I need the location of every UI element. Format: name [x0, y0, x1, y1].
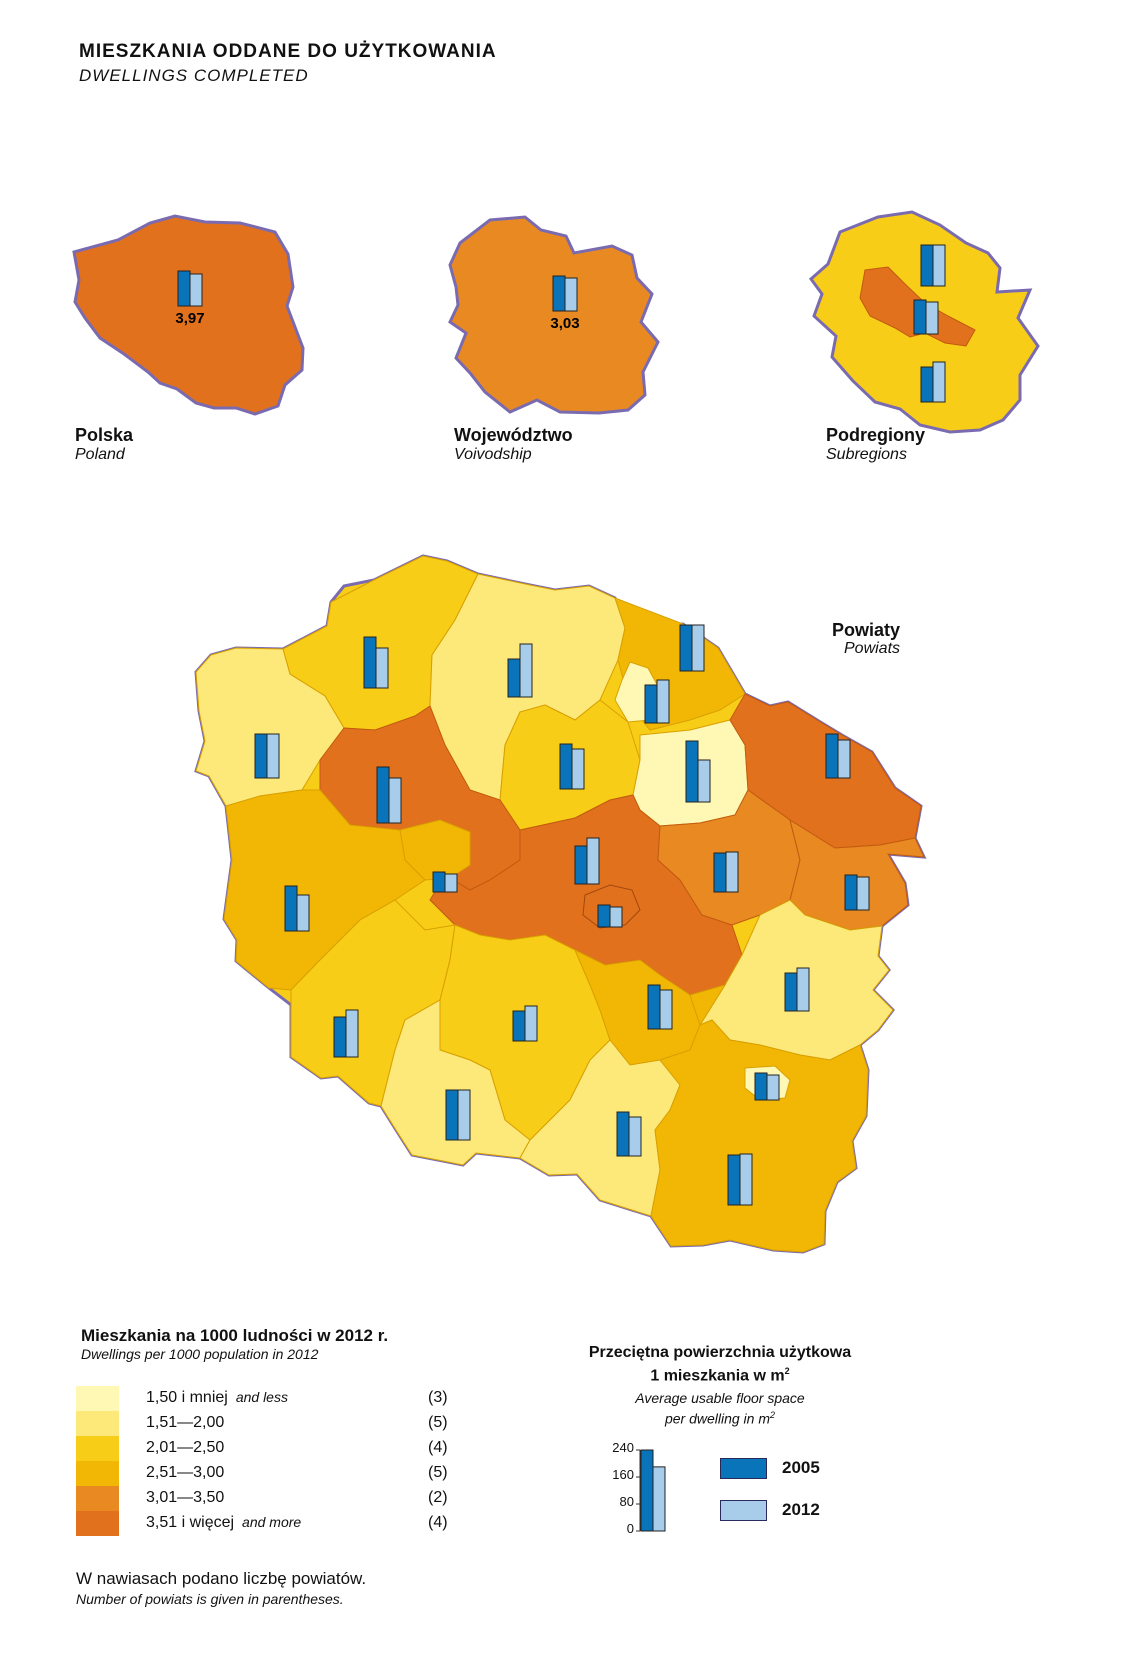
- legend-label: 1,50 i mniej: [146, 1389, 228, 1406]
- bar-group-far-east: [844, 874, 870, 911]
- legend-swatch: [76, 1386, 119, 1411]
- legend-swatch: [76, 1411, 119, 1436]
- legend-count: (5): [428, 1464, 448, 1481]
- bar-group-south-mid: [647, 984, 673, 1030]
- bar-group-west-central: [376, 766, 402, 824]
- bar-voivodship: [552, 275, 578, 312]
- key-swatch-2005: [720, 1458, 767, 1479]
- legend-row: 3,51 i więcej and more (4): [76, 1511, 456, 1536]
- value-poland: 3,97: [175, 310, 204, 327]
- bar-legend-title-sup: 2: [784, 1366, 790, 1376]
- legend-swatch: [76, 1461, 119, 1486]
- legend-count: (2): [428, 1489, 448, 1506]
- legend-note: and less: [235, 1389, 288, 1405]
- legend-count: (3): [428, 1389, 448, 1406]
- bar-group-south-central: [512, 1005, 538, 1042]
- footnote-en: Number of powiats is given in parenthese…: [76, 1591, 344, 1607]
- bar-legend-subtitle-2: per dwelling in m: [664, 1410, 771, 1427]
- bar-group-sw: [333, 1009, 359, 1058]
- bar-group-central-city: [597, 904, 623, 928]
- powiats-title: Powiaty: [832, 620, 901, 640]
- key-label-2012: 2012: [782, 1500, 820, 1519]
- voivodship-subtitle: Voivodship: [454, 446, 532, 463]
- bar-group-se: [727, 1153, 753, 1206]
- legend-count: (5): [428, 1414, 448, 1431]
- poland-title: Polska: [75, 425, 134, 445]
- mini-maps: 3,97 3,03: [72, 210, 1040, 434]
- scale-bar-2005: [640, 1449, 654, 1532]
- tick-label: 160: [612, 1467, 634, 1482]
- subregions-subtitle: Subregions: [826, 446, 907, 463]
- subregions-title: Podregiony: [826, 425, 926, 445]
- scale-bar-2012: [652, 1466, 666, 1532]
- bar-group-se-city: [754, 1072, 780, 1101]
- bar-group-ne-north: [679, 624, 705, 672]
- legend-count: (4): [428, 1439, 448, 1456]
- bar-subregion-central: [913, 299, 939, 335]
- legend-label: 2,51—3,00: [146, 1464, 225, 1481]
- bar-group-nw: [363, 636, 389, 689]
- tick-label: 80: [619, 1494, 634, 1509]
- legend-count: (4): [428, 1514, 448, 1531]
- bar-group-east-dark: [825, 733, 851, 779]
- bar-legend-subtitle-1: Average usable floor space: [635, 1390, 805, 1406]
- legend-row: 3,01—3,50 (2): [76, 1486, 456, 1511]
- key-label-2005: 2005: [782, 1458, 820, 1477]
- legend-subtitle: Dwellings per 1000 population in 2012: [81, 1346, 319, 1362]
- legend-title: Mieszkania na 1000 ludności w 2012 r.: [81, 1326, 389, 1345]
- footnote-pl: W nawiasach podano liczbę powiatów.: [76, 1569, 367, 1588]
- tick-label: 240: [612, 1440, 634, 1455]
- region-se: [650, 984, 869, 1253]
- bar-group-east-center: [713, 851, 739, 893]
- legend-row: 2,51—3,00 (5): [76, 1461, 456, 1486]
- legend-swatch: [76, 1511, 119, 1536]
- bar-group-central: [574, 837, 600, 885]
- legend-swatch: [76, 1486, 119, 1511]
- poland-subtitle: Poland: [75, 446, 125, 463]
- bar-subregion-south: [920, 361, 946, 403]
- bar-poland: [177, 270, 203, 307]
- page-subtitle: DWELLINGS COMPLETED: [79, 66, 309, 85]
- voivodship-title: Województwo: [454, 425, 573, 445]
- legend-row: 2,01—2,50 (4): [76, 1436, 456, 1461]
- legend-row: 1,51—2,00 (5): [76, 1411, 456, 1436]
- bar-group-north-city: [644, 679, 670, 724]
- bar-group-sw-light: [445, 1089, 471, 1141]
- legend-label: 2,01—2,50: [146, 1439, 225, 1456]
- bar-legend-scale: [636, 1449, 666, 1532]
- bar-group-center-north: [559, 743, 585, 790]
- powiat-map: [194, 554, 927, 1254]
- region-sw-light: [380, 999, 531, 1166]
- legend-swatch: [76, 1436, 119, 1461]
- bar-subregion-north: [920, 244, 946, 287]
- page-title: MIESZKANIA ODDANE DO UŻYTKOWANIA: [79, 41, 497, 62]
- legend-label: 1,51—2,00: [146, 1414, 225, 1431]
- powiats-subtitle: Powiats: [844, 640, 901, 657]
- bar-legend-title-1: Przeciętna powierzchnia użytkowa: [588, 1344, 852, 1361]
- voivodship-shape: [448, 215, 660, 415]
- tick-label: 0: [626, 1521, 634, 1536]
- legend-row: 1,50 i mniej and less (3): [76, 1386, 456, 1411]
- bar-group-west: [254, 733, 280, 779]
- bar-group-se-light: [784, 967, 810, 1012]
- bar-group-west-south: [284, 885, 310, 932]
- legend-label: 3,01—3,50: [146, 1489, 225, 1506]
- value-voivodship: 3,03: [550, 315, 579, 332]
- bar-group-west-pocket: [432, 871, 458, 893]
- poland-shape: [72, 214, 305, 416]
- bar-group-north-central: [507, 643, 533, 698]
- legend-label: 3,51 i więcej: [146, 1514, 235, 1531]
- key-swatch-2012: [720, 1500, 767, 1521]
- bar-group-city-pale: [685, 740, 711, 803]
- bar-legend-title-2: 1 mieszkania w m: [650, 1367, 785, 1385]
- bar-group-south-light: [616, 1111, 642, 1157]
- legend-note: and more: [242, 1514, 302, 1530]
- bar-legend-subtitle-sup: 2: [770, 1410, 776, 1420]
